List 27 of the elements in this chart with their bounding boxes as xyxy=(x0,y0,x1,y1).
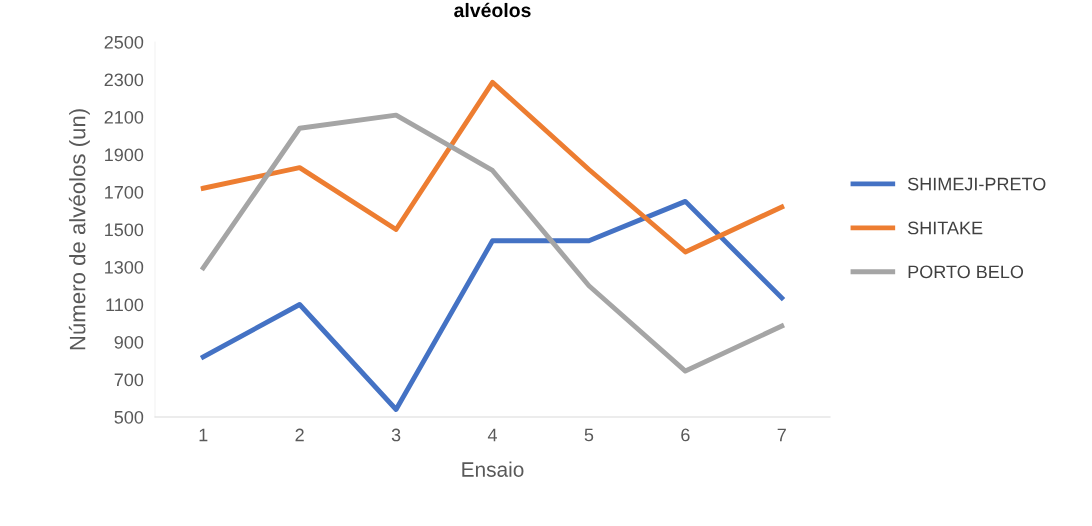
y-tick-label: 700 xyxy=(114,373,144,387)
x-tick-label: 3 xyxy=(391,428,401,442)
x-axis-title: Ensaio xyxy=(462,461,524,477)
x-tick-label: 5 xyxy=(584,428,594,442)
chart-title: alvéolos xyxy=(454,2,531,18)
y-tick-label: 900 xyxy=(114,335,144,349)
y-axis-title: Número de alvéolos (un) xyxy=(68,109,90,350)
y-tick-label: 2100 xyxy=(104,110,144,124)
y-tick-label: 1900 xyxy=(105,148,144,162)
legend-label: SHITAKE xyxy=(907,221,983,235)
legend-label: PORTO BELO xyxy=(908,265,1024,279)
x-tick-label: 1 xyxy=(199,428,208,442)
y-tick-label: 1500 xyxy=(105,223,144,237)
legend-label: SHIMEJI-PRETO xyxy=(907,177,1046,191)
x-tick-label: 2 xyxy=(295,428,304,442)
y-tick-label: 1700 xyxy=(105,185,144,199)
x-tick-label: 6 xyxy=(681,428,690,442)
y-tick-label: 1100 xyxy=(106,298,144,312)
x-tick-label: 4 xyxy=(487,428,497,442)
y-tick-label: 1300 xyxy=(105,260,144,274)
y-tick-label: 500 xyxy=(114,410,144,424)
x-tick-label: 7 xyxy=(777,428,786,442)
y-tick-label: 2500 xyxy=(104,35,144,49)
line-series xyxy=(200,79,785,255)
line-series xyxy=(200,198,785,412)
y-tick-label: 2300 xyxy=(104,73,144,87)
line-series xyxy=(200,112,785,374)
